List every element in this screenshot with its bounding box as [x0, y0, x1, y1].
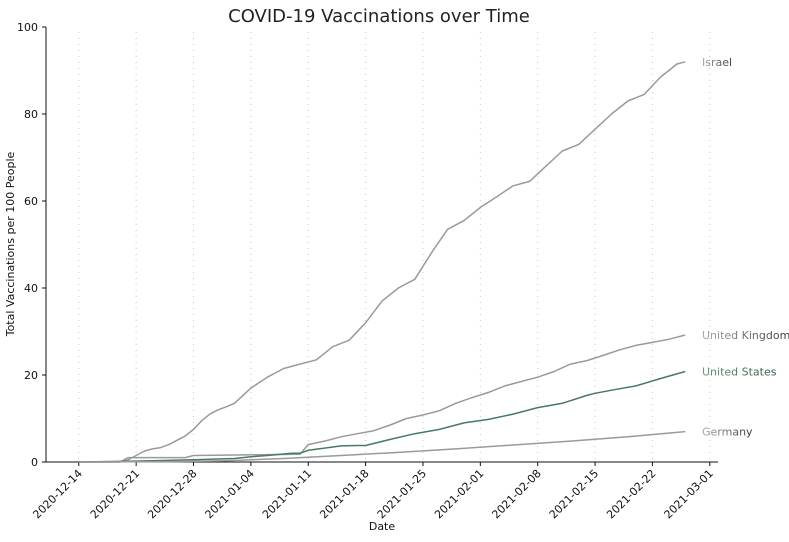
y-ticks: 0 20 40 60 80 100	[17, 21, 46, 469]
series-label-germany: Germany	[702, 426, 753, 439]
series-labels: Israel United Kingdom United States Germany	[702, 56, 789, 439]
series-lines	[78, 61, 686, 463]
y-tick-label: 80	[24, 108, 38, 121]
x-tick-label: 2021-03-01	[662, 467, 716, 521]
x-tick-label: 2021-02-22	[604, 467, 658, 521]
x-tick-label: 2021-02-15	[547, 467, 601, 521]
x-tick-label: 2020-12-28	[145, 467, 199, 521]
y-tick-label: 40	[24, 282, 38, 295]
x-ticks: 2020-12-14 2020-12-21 2020-12-28 2021-01-04…	[30, 462, 716, 521]
y-axis-label: Total Vaccinations per 100 People	[4, 151, 17, 337]
y-tick-label: 60	[24, 195, 38, 208]
x-gridlines	[78, 32, 711, 462]
x-tick-label: 2020-12-21	[88, 467, 142, 521]
series-line-united-states	[78, 370, 686, 463]
x-axis-label: Date	[369, 520, 396, 533]
series-label-israel: Israel	[702, 56, 732, 69]
x-tick-label: 2021-01-11	[260, 467, 314, 521]
x-tick-label: 2021-02-08	[489, 467, 543, 521]
series-label-united-kingdom: United Kingdom	[702, 329, 789, 342]
y-tick-label: 0	[31, 456, 38, 469]
series-line-israel	[78, 61, 686, 463]
series-line-germany	[78, 430, 686, 463]
x-tick-label: 2021-01-25	[375, 467, 429, 521]
chart-title: COVID-19 Vaccinations over Time	[228, 6, 530, 27]
x-tick-label: 2020-12-14	[30, 467, 84, 521]
x-tick-label: 2021-02-01	[432, 467, 486, 521]
series-label-united-states: United States	[702, 366, 777, 379]
x-tick-label: 2021-01-04	[203, 467, 257, 521]
y-tick-label: 100	[17, 21, 38, 34]
x-tick-label: 2021-01-18	[317, 467, 371, 521]
y-tick-label: 20	[24, 369, 38, 382]
series-line-united-kingdom	[78, 334, 686, 463]
